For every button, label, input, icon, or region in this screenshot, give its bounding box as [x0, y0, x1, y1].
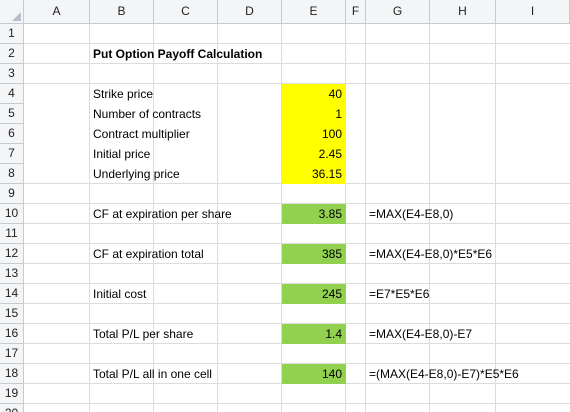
gridline	[24, 243, 570, 244]
result-cell-e10[interactable]	[282, 204, 346, 224]
result-label-cf-per-share[interactable]: CF at expiration per share	[93, 207, 232, 221]
row-header-5[interactable]: 5	[0, 104, 24, 124]
column-header-h[interactable]: H	[430, 0, 496, 24]
gridline	[429, 24, 430, 412]
row-header-3[interactable]: 3	[0, 64, 24, 84]
result-label-initial-cost[interactable]: Initial cost	[93, 287, 147, 301]
input-label-contract-multiplier[interactable]: Contract multiplier	[93, 127, 190, 141]
result-label-pl-all-in-one[interactable]: Total P/L all in one cell	[93, 367, 212, 381]
row-header-2[interactable]: 2	[0, 44, 24, 64]
column-header-f[interactable]: F	[346, 0, 366, 24]
gridline	[153, 24, 154, 412]
gridline	[365, 24, 366, 412]
gridline	[24, 403, 570, 404]
formula-text-initial-cost[interactable]: =E7*E5*E6	[369, 287, 430, 301]
result-label-pl-per-share[interactable]: Total P/L per share	[93, 327, 194, 341]
formula-text-cf-total[interactable]: =MAX(E4-E8,0)*E5*E6	[369, 247, 493, 261]
gridline	[217, 24, 218, 412]
sheet-title[interactable]: Put Option Payoff Calculation	[93, 47, 263, 61]
column-header-g[interactable]: G	[366, 0, 430, 24]
formula-text-pl-all-in-one[interactable]: =(MAX(E4-E8,0)-E7)*E5*E6	[369, 367, 519, 381]
gridline	[24, 323, 570, 324]
row-header-12[interactable]: 12	[0, 244, 24, 264]
input-label-strike-price[interactable]: Strike price	[93, 87, 154, 101]
formula-text-cf-per-share[interactable]: =MAX(E4-E8,0)	[369, 207, 454, 221]
input-value-underlying-price[interactable]: 36.15	[311, 167, 342, 181]
select-all-corner[interactable]	[0, 0, 24, 24]
input-value-initial-price[interactable]: 2.45	[318, 147, 342, 161]
gridline	[89, 24, 90, 412]
input-value-strike-price[interactable]: 40	[328, 87, 342, 101]
result-cell-e14[interactable]	[282, 284, 346, 304]
gridline	[495, 24, 496, 412]
row-header-9[interactable]: 9	[0, 184, 24, 204]
row-header-18[interactable]: 18	[0, 364, 24, 384]
row-header-15[interactable]: 15	[0, 304, 24, 324]
gridline	[24, 203, 570, 204]
result-value-pl-all-in-one[interactable]: 140	[321, 367, 342, 381]
result-value-cf-total[interactable]: 385	[321, 247, 342, 261]
result-cell-e12[interactable]	[282, 244, 346, 264]
column-header-e[interactable]: E	[282, 0, 346, 24]
input-label-initial-price[interactable]: Initial price	[93, 147, 151, 161]
result-label-cf-total[interactable]: CF at expiration total	[93, 247, 204, 261]
result-cell-e16[interactable]	[282, 324, 346, 344]
row-header-1[interactable]: 1	[0, 24, 24, 44]
input-label-underlying-price[interactable]: Underlying price	[93, 167, 180, 181]
gridline	[24, 43, 570, 44]
row-header-11[interactable]: 11	[0, 224, 24, 244]
gridline	[24, 83, 570, 84]
select-all-triangle-icon	[12, 12, 21, 21]
row-header-17[interactable]: 17	[0, 344, 24, 364]
result-value-pl-per-share[interactable]: 1.4	[325, 327, 342, 341]
input-cells-highlight	[282, 84, 346, 184]
formula-text-pl-per-share[interactable]: =MAX(E4-E8,0)-E7	[369, 327, 473, 341]
row-header-7[interactable]: 7	[0, 144, 24, 164]
result-value-initial-cost[interactable]: 245	[321, 287, 342, 301]
row-header-13[interactable]: 13	[0, 264, 24, 284]
column-header-d[interactable]: D	[218, 0, 282, 24]
gridline	[281, 24, 282, 412]
input-value-number-of-contracts[interactable]: 1	[335, 107, 342, 121]
row-header-14[interactable]: 14	[0, 284, 24, 304]
gridline	[24, 363, 570, 364]
row-header-6[interactable]: 6	[0, 124, 24, 144]
row-header-10[interactable]: 10	[0, 204, 24, 224]
row-header-19[interactable]: 19	[0, 384, 24, 404]
input-value-contract-multiplier[interactable]: 100	[321, 127, 342, 141]
result-cell-e18[interactable]	[282, 364, 346, 384]
row-header-4[interactable]: 4	[0, 84, 24, 104]
gridline	[24, 63, 570, 64]
row-header-20[interactable]: 20	[0, 404, 24, 412]
result-value-cf-per-share[interactable]: 3.85	[318, 207, 342, 221]
column-header-i[interactable]: I	[496, 0, 570, 24]
column-header-c[interactable]: C	[154, 0, 218, 24]
row-header-16[interactable]: 16	[0, 324, 24, 344]
gridline	[24, 283, 570, 284]
row-header-8[interactable]: 8	[0, 164, 24, 184]
input-label-number-of-contracts[interactable]: Number of contracts	[93, 107, 202, 121]
column-header-b[interactable]: B	[90, 0, 154, 24]
column-header-a[interactable]: A	[24, 0, 90, 24]
